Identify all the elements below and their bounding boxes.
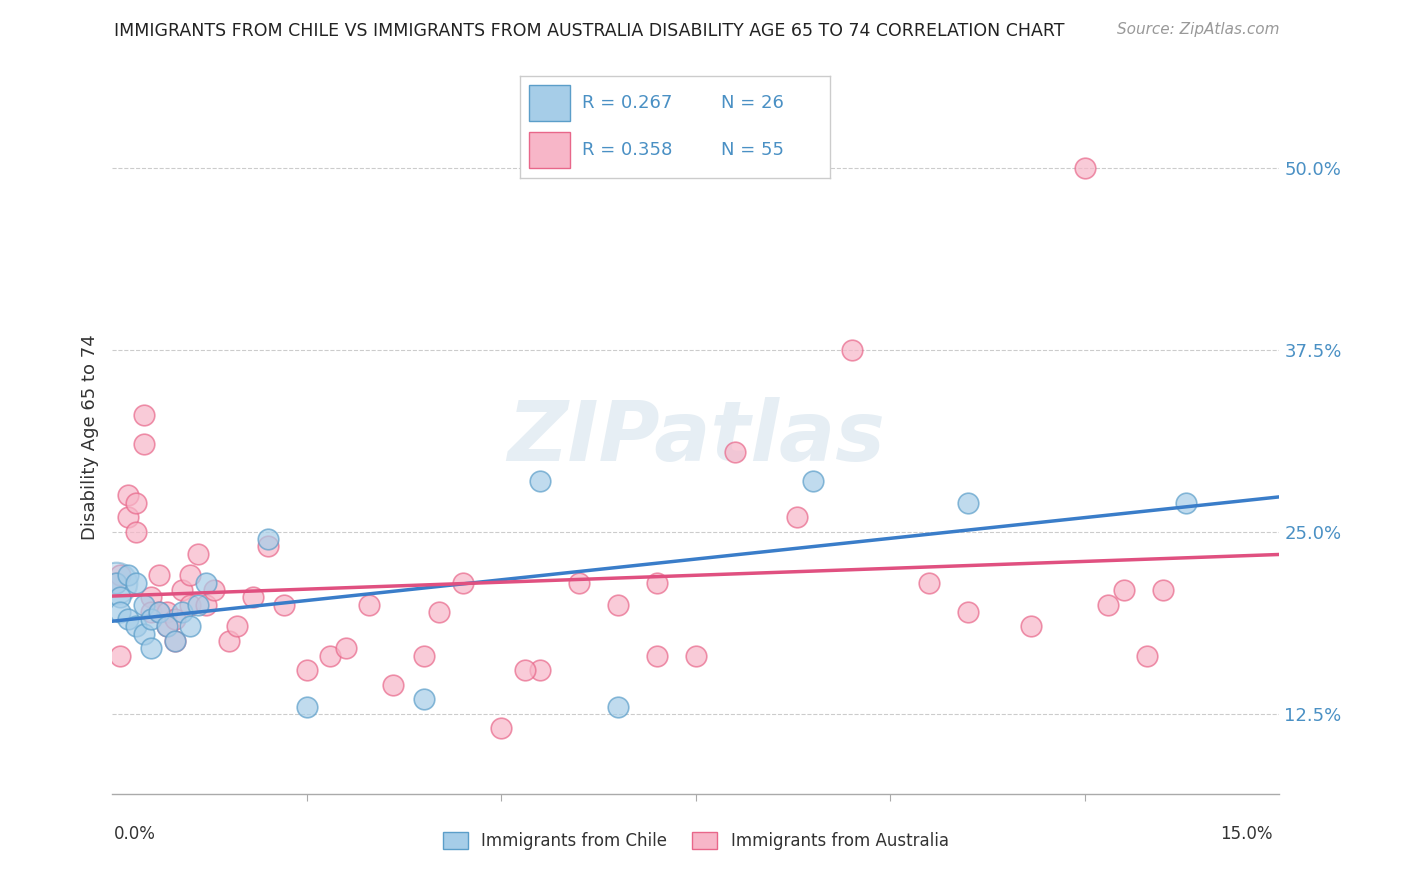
Point	[685, 648, 707, 663]
Point	[335, 641, 357, 656]
Point	[226, 619, 249, 633]
Point	[125, 575, 148, 590]
Point	[141, 605, 163, 619]
Point	[412, 648, 434, 663]
Point	[163, 634, 186, 648]
Point	[125, 495, 148, 509]
Legend: Immigrants from Chile, Immigrants from Australia: Immigrants from Chile, Immigrants from A…	[436, 825, 956, 857]
Point	[110, 591, 132, 605]
Point	[110, 568, 132, 582]
Point	[132, 409, 155, 423]
Point	[117, 568, 139, 582]
Point	[148, 605, 170, 619]
Point	[491, 722, 513, 736]
Point	[110, 648, 132, 663]
Point	[607, 699, 630, 714]
Point	[218, 634, 240, 648]
Point	[724, 444, 747, 458]
Point	[918, 575, 941, 590]
Point	[1136, 648, 1159, 663]
Point	[957, 605, 980, 619]
Y-axis label: Disability Age 65 to 74: Disability Age 65 to 74	[80, 334, 98, 540]
Text: N = 26: N = 26	[721, 94, 785, 112]
Point	[1152, 582, 1174, 597]
Point	[529, 474, 551, 488]
Text: R = 0.358: R = 0.358	[582, 141, 672, 159]
Point	[381, 678, 404, 692]
Point	[242, 591, 264, 605]
Point	[187, 547, 209, 561]
Point	[132, 626, 155, 640]
Point	[117, 510, 139, 524]
Point	[841, 343, 863, 357]
Point	[194, 598, 217, 612]
Point	[132, 437, 155, 451]
Point	[412, 692, 434, 706]
Point	[105, 575, 128, 590]
Text: ZIPatlas: ZIPatlas	[508, 397, 884, 477]
Point	[257, 539, 280, 553]
Text: 15.0%: 15.0%	[1220, 825, 1272, 843]
Point	[513, 663, 536, 677]
Point	[110, 605, 132, 619]
Point	[295, 663, 318, 677]
Point	[645, 648, 668, 663]
Point	[148, 568, 170, 582]
Point	[172, 582, 194, 597]
Point	[801, 474, 824, 488]
FancyBboxPatch shape	[530, 85, 569, 121]
Point	[607, 598, 630, 612]
Text: R = 0.267: R = 0.267	[582, 94, 672, 112]
Point	[163, 634, 186, 648]
Point	[156, 619, 179, 633]
Point	[125, 619, 148, 633]
Point	[179, 619, 201, 633]
Point	[141, 612, 163, 626]
Point	[957, 495, 980, 509]
Point	[1175, 495, 1198, 509]
Point	[427, 605, 450, 619]
Text: Source: ZipAtlas.com: Source: ZipAtlas.com	[1116, 22, 1279, 37]
Point	[529, 663, 551, 677]
Text: N = 55: N = 55	[721, 141, 785, 159]
Point	[117, 612, 139, 626]
Point	[1097, 598, 1119, 612]
Point	[1112, 582, 1135, 597]
Point	[156, 619, 179, 633]
Point	[451, 575, 474, 590]
Point	[179, 568, 201, 582]
Point	[117, 488, 139, 502]
Point	[319, 648, 342, 663]
Point	[148, 605, 170, 619]
Point	[105, 575, 128, 590]
Point	[1019, 619, 1042, 633]
Point	[645, 575, 668, 590]
Point	[187, 598, 209, 612]
Text: IMMIGRANTS FROM CHILE VS IMMIGRANTS FROM AUSTRALIA DISABILITY AGE 65 TO 74 CORRE: IMMIGRANTS FROM CHILE VS IMMIGRANTS FROM…	[114, 22, 1064, 40]
Point	[1074, 161, 1097, 175]
Point	[132, 598, 155, 612]
FancyBboxPatch shape	[530, 132, 569, 168]
Point	[202, 582, 225, 597]
Point	[568, 575, 591, 590]
Point	[141, 591, 163, 605]
Point	[141, 641, 163, 656]
Point	[172, 605, 194, 619]
Point	[156, 605, 179, 619]
Point	[359, 598, 381, 612]
Point	[125, 524, 148, 539]
Point	[163, 612, 186, 626]
Text: 0.0%: 0.0%	[114, 825, 156, 843]
Point	[257, 532, 280, 546]
Point	[295, 699, 318, 714]
Point	[105, 575, 128, 590]
Point	[179, 598, 201, 612]
Point	[273, 598, 295, 612]
Point	[194, 575, 217, 590]
Point	[786, 510, 808, 524]
